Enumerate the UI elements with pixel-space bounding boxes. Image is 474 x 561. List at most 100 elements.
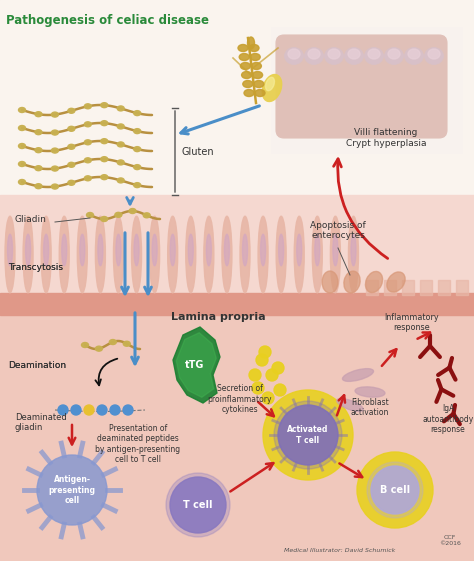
- Ellipse shape: [101, 103, 108, 108]
- Ellipse shape: [333, 234, 338, 266]
- FancyBboxPatch shape: [276, 35, 447, 138]
- Ellipse shape: [84, 158, 91, 163]
- Ellipse shape: [41, 216, 51, 293]
- Circle shape: [367, 462, 423, 518]
- Ellipse shape: [325, 48, 344, 65]
- Polygon shape: [173, 327, 220, 403]
- Ellipse shape: [59, 216, 69, 293]
- Ellipse shape: [62, 234, 67, 266]
- Text: Inflammatory
response: Inflammatory response: [385, 312, 439, 332]
- Ellipse shape: [425, 48, 444, 65]
- Ellipse shape: [134, 146, 141, 151]
- Ellipse shape: [387, 272, 405, 292]
- Ellipse shape: [152, 234, 157, 266]
- Ellipse shape: [224, 234, 229, 266]
- Ellipse shape: [170, 234, 175, 266]
- Ellipse shape: [84, 122, 91, 127]
- Ellipse shape: [255, 90, 265, 96]
- Ellipse shape: [253, 71, 263, 79]
- Ellipse shape: [351, 234, 356, 266]
- Ellipse shape: [51, 184, 58, 189]
- Ellipse shape: [134, 164, 141, 169]
- Ellipse shape: [44, 234, 49, 266]
- Circle shape: [166, 473, 230, 537]
- Ellipse shape: [101, 139, 108, 144]
- Ellipse shape: [251, 62, 261, 70]
- Text: tTG: tTG: [185, 360, 205, 370]
- Circle shape: [37, 455, 107, 525]
- Text: Pathogenesis of celiac disease: Pathogenesis of celiac disease: [6, 14, 209, 27]
- Ellipse shape: [117, 106, 124, 111]
- Ellipse shape: [294, 216, 304, 293]
- Ellipse shape: [80, 234, 85, 266]
- Ellipse shape: [132, 216, 142, 293]
- Circle shape: [256, 354, 268, 366]
- Ellipse shape: [365, 272, 383, 293]
- Ellipse shape: [408, 49, 420, 59]
- Circle shape: [97, 405, 107, 415]
- Ellipse shape: [242, 71, 252, 79]
- Ellipse shape: [101, 174, 108, 180]
- Circle shape: [262, 392, 274, 404]
- Ellipse shape: [134, 111, 141, 116]
- Ellipse shape: [68, 126, 75, 131]
- Text: Apoptosis of
enterocytes: Apoptosis of enterocytes: [310, 220, 366, 240]
- Text: Deamination: Deamination: [8, 361, 66, 370]
- Text: Deamination: Deamination: [8, 361, 66, 370]
- Bar: [401, 280, 414, 295]
- Ellipse shape: [117, 142, 124, 147]
- Ellipse shape: [86, 213, 93, 218]
- Ellipse shape: [84, 176, 91, 181]
- Text: Villi flattening
Crypt hyperplasia: Villi flattening Crypt hyperplasia: [346, 128, 426, 148]
- Ellipse shape: [18, 162, 26, 167]
- Text: Medical Illustrator: David Schumick: Medical Illustrator: David Schumick: [284, 548, 396, 553]
- Ellipse shape: [95, 216, 105, 293]
- Circle shape: [274, 384, 286, 396]
- Ellipse shape: [18, 126, 26, 131]
- Ellipse shape: [84, 104, 91, 109]
- Circle shape: [259, 346, 271, 358]
- Ellipse shape: [297, 234, 302, 266]
- Ellipse shape: [243, 234, 247, 266]
- Ellipse shape: [343, 369, 374, 381]
- Ellipse shape: [134, 128, 141, 134]
- Ellipse shape: [129, 209, 136, 214]
- Ellipse shape: [240, 216, 250, 293]
- Ellipse shape: [134, 183, 141, 187]
- Text: IgA
autoantibody
response: IgA autoantibody response: [422, 404, 474, 434]
- Ellipse shape: [101, 121, 108, 126]
- Ellipse shape: [288, 49, 300, 59]
- Ellipse shape: [150, 216, 160, 293]
- Ellipse shape: [23, 216, 33, 293]
- Ellipse shape: [240, 62, 250, 70]
- Circle shape: [71, 405, 81, 415]
- Polygon shape: [176, 333, 216, 397]
- Ellipse shape: [348, 49, 360, 59]
- Circle shape: [274, 401, 342, 469]
- Ellipse shape: [68, 162, 75, 167]
- Text: Presentation of
deaminated peptides
by antigen-presenting
cell to T cell: Presentation of deaminated peptides by a…: [95, 424, 181, 464]
- Bar: [420, 280, 432, 295]
- Ellipse shape: [330, 216, 340, 293]
- Ellipse shape: [18, 180, 26, 185]
- Ellipse shape: [186, 216, 196, 293]
- Circle shape: [110, 405, 120, 415]
- Circle shape: [278, 405, 338, 465]
- Circle shape: [272, 362, 284, 374]
- Ellipse shape: [243, 80, 253, 88]
- Bar: [0, 293, 474, 315]
- Ellipse shape: [117, 160, 124, 165]
- Bar: [0, 195, 474, 315]
- Ellipse shape: [355, 387, 385, 397]
- Ellipse shape: [345, 48, 364, 65]
- Circle shape: [249, 369, 261, 381]
- Circle shape: [170, 477, 226, 533]
- Ellipse shape: [95, 346, 102, 351]
- Ellipse shape: [188, 234, 193, 266]
- Ellipse shape: [26, 234, 31, 266]
- Ellipse shape: [249, 44, 259, 52]
- Bar: [438, 280, 450, 295]
- Ellipse shape: [84, 140, 91, 145]
- Ellipse shape: [304, 48, 323, 65]
- Text: Gluten: Gluten: [182, 147, 215, 157]
